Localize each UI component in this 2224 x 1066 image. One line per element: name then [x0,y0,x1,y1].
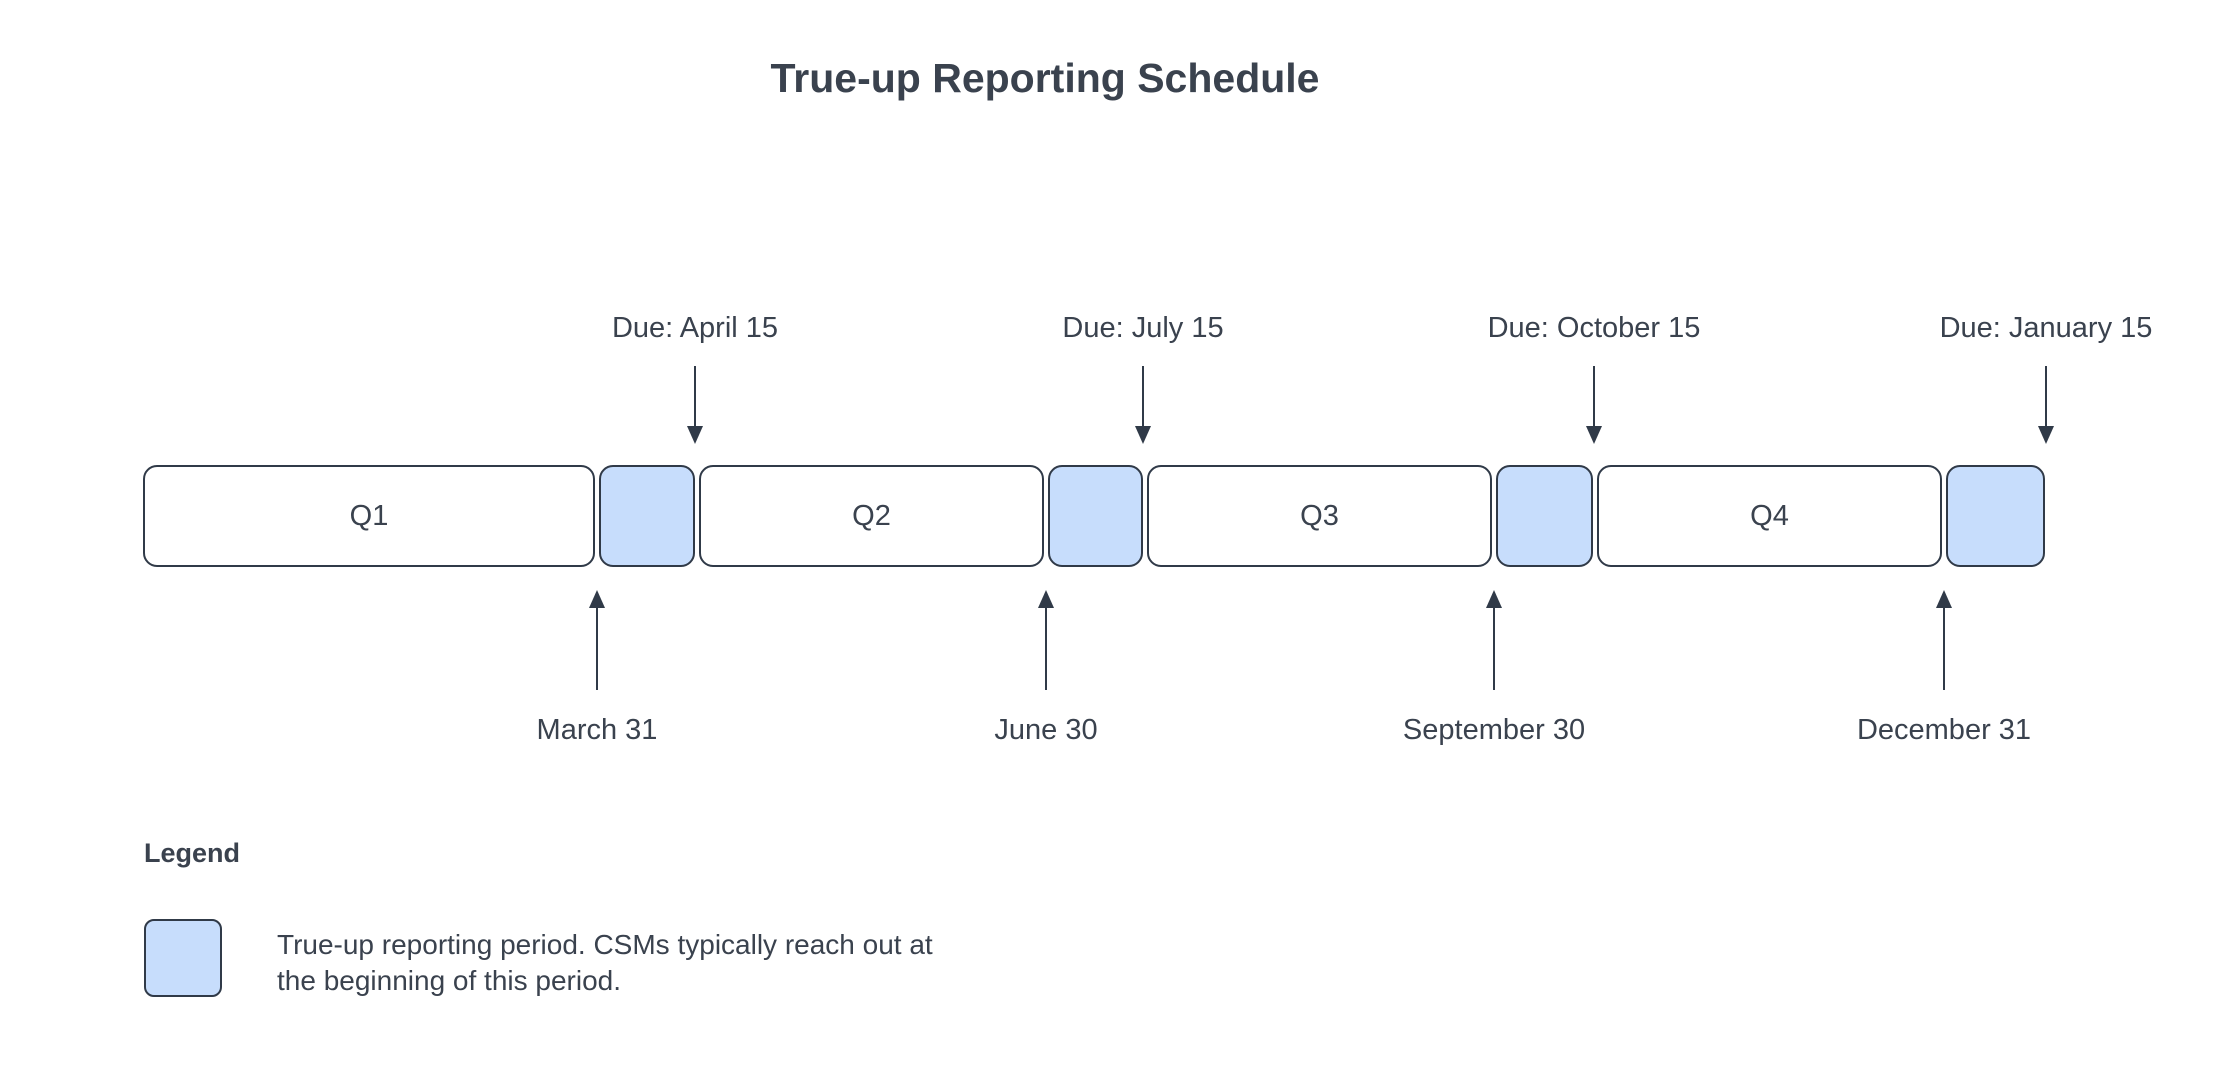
down-arrow-icon [2038,426,2054,444]
up-arrow-icon [589,590,605,608]
up-arrow-line [1943,606,1945,690]
due-date-label: Due: July 15 [1062,312,1224,344]
legend-description-line2: the beginning of this period. [277,965,622,996]
up-arrow-line [596,606,598,690]
trueup-period-box-3 [1496,465,1593,567]
down-arrow-icon [687,426,703,444]
up-arrow-icon [1936,590,1952,608]
down-arrow-line [2045,366,2047,428]
trueup-period-box-1 [599,465,695,567]
legend-trueup-swatch [144,919,222,997]
legend-description-line1: True-up reporting period. CSMs typically… [277,929,933,960]
quarter-box-q4: Q4 [1597,465,1942,567]
quarter-end-label: June 30 [994,714,1098,746]
due-date-label: Due: April 15 [611,312,779,344]
legend-description: True-up reporting period. CSMs typically… [277,927,933,999]
trueup-period-box-4 [1946,465,2045,567]
down-arrow-line [1142,366,1144,428]
due-date-label: Due: January 15 [1939,312,2153,344]
quarter-box-q1: Q1 [143,465,595,567]
quarter-label-q1: Q1 [349,499,389,532]
trueup-period-box-2 [1048,465,1143,567]
down-arrow-icon [1135,426,1151,444]
up-arrow-icon [1038,590,1054,608]
up-arrow-icon [1486,590,1502,608]
down-arrow-line [694,366,696,428]
quarter-box-q2: Q2 [699,465,1044,567]
due-date-label: Due: October 15 [1487,312,1701,344]
down-arrow-icon [1586,426,1602,444]
quarter-label-q4: Q4 [1750,499,1789,532]
diagram-title: True-up Reporting Schedule [770,55,1320,101]
legend-heading: Legend [144,838,241,868]
quarter-end-label: December 31 [1856,714,2032,746]
quarter-end-label: September 30 [1402,714,1586,746]
down-arrow-line [1593,366,1595,428]
up-arrow-line [1045,606,1047,690]
quarter-box-q3: Q3 [1147,465,1492,567]
quarter-label-q3: Q3 [1300,499,1339,532]
quarter-end-label: March 31 [536,714,658,746]
quarter-label-q2: Q2 [852,499,891,532]
up-arrow-line [1493,606,1495,690]
